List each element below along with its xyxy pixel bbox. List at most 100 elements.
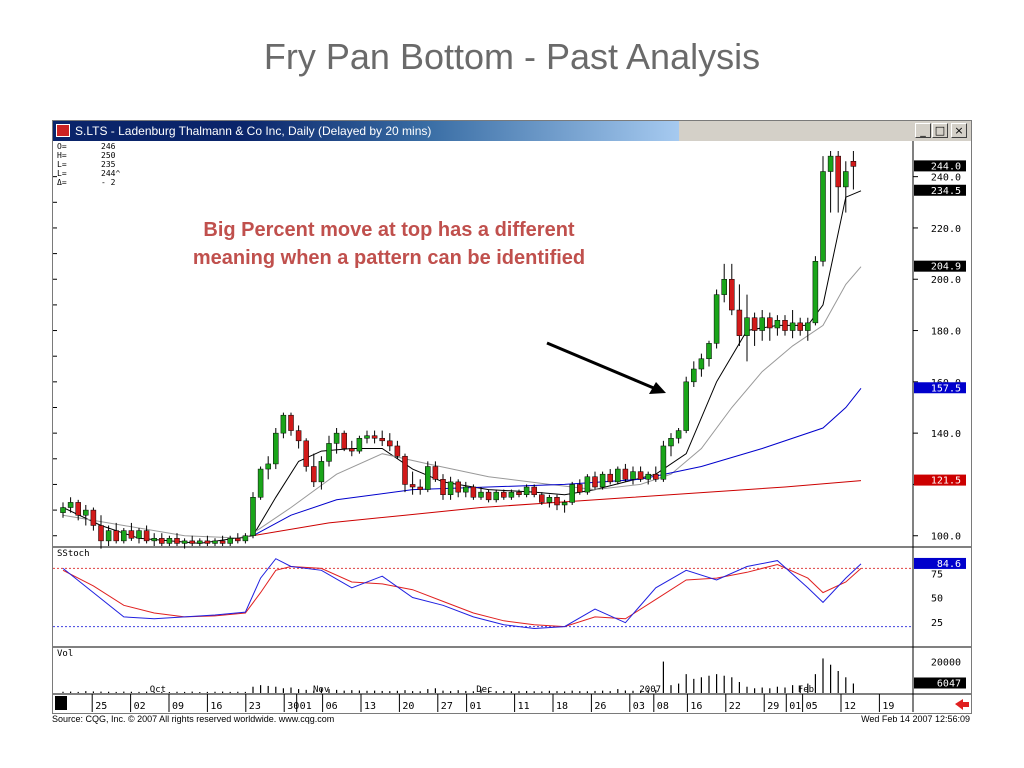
candle-body [744, 317, 750, 336]
annotation-line-2: meaning when a pattern can be identified [193, 247, 585, 269]
candle-body [577, 484, 583, 493]
date-tick-label: 11 [518, 701, 530, 712]
candle-body [653, 473, 659, 480]
volume-label: Vol [57, 649, 73, 659]
candle-body [447, 481, 454, 495]
maximize-button[interactable]: □ [932, 123, 948, 138]
candle-body [219, 540, 226, 544]
candle-body [698, 358, 705, 370]
date-tick-label: 02 [134, 701, 146, 712]
minimize-button[interactable]: _ [915, 123, 931, 138]
date-tick-label: 29 [767, 701, 779, 712]
candle-body [767, 317, 773, 329]
candle-body [409, 484, 416, 488]
candle-body [683, 381, 689, 431]
price-marker-label: 244.0 [931, 161, 961, 172]
footer-source: Source: CQG, Inc. © 2007 All rights rese… [52, 714, 335, 724]
month-label: Feb [798, 685, 814, 695]
date-tick-label: 08 [657, 701, 669, 712]
candle-body [501, 491, 507, 498]
month-label: Dec [476, 685, 492, 695]
candle-body [835, 155, 841, 188]
price-marker-label: 204.9 [931, 262, 961, 273]
chart-canvas[interactable]: 100.0140.0160.0180.0200.0220.0240.0244.0… [53, 141, 971, 713]
candle-body [402, 455, 408, 485]
candle-body [675, 430, 682, 439]
candle-body [561, 502, 568, 506]
candle-body [311, 466, 317, 483]
month-label: Nov [313, 685, 329, 695]
month-label: 2007 [639, 685, 661, 695]
candle-body [379, 438, 385, 442]
chart-background [53, 141, 971, 713]
candle-body [387, 440, 393, 447]
stoch-tick-label: 50 [931, 594, 943, 605]
stoch-tick-label: 75 [931, 569, 943, 580]
price-marker-label: 121.5 [931, 476, 961, 487]
stoch-tick-label: 25 [931, 618, 943, 629]
readout-value: 250 [101, 151, 116, 160]
readout-label: H= [57, 151, 67, 160]
candle-body [759, 317, 765, 331]
date-tick-label: 25 [95, 701, 107, 712]
close-button[interactable]: × [951, 123, 967, 138]
date-tick-label: 06 [326, 701, 338, 712]
readout-value: - 2 [101, 178, 116, 187]
readout-label: O= [57, 142, 67, 151]
candle-body [523, 486, 530, 495]
price-tick-label: 180.0 [931, 327, 961, 338]
candle-body [729, 278, 735, 311]
candle-body [341, 432, 347, 449]
candle-body [417, 486, 423, 490]
candle-body [782, 320, 788, 331]
candle-body [706, 343, 712, 360]
candle-body [90, 509, 97, 526]
candle-body [83, 509, 89, 516]
candle-body [326, 443, 332, 462]
candle-body [455, 481, 461, 493]
chart-app-icon[interactable] [56, 124, 70, 137]
window-titlebar[interactable]: S.LTS - Ladenburg Thalmann & Co Inc, Dai… [53, 121, 971, 141]
annotation-line-1: Big Percent move at top has a different [203, 219, 575, 241]
date-tick-label: 30 [287, 701, 299, 712]
candle-body [189, 540, 195, 544]
candle-body [250, 497, 256, 536]
candle-body [273, 432, 279, 465]
candle-body [789, 322, 796, 331]
candle-body [691, 368, 697, 383]
candle-body [67, 502, 74, 508]
readout-value: 244^ [101, 169, 120, 178]
candle-body [843, 171, 849, 188]
price-marker-box [914, 260, 966, 272]
candle-body [539, 494, 545, 503]
price-marker-box [914, 474, 966, 486]
price-marker-box [914, 184, 966, 196]
candle-body [440, 479, 446, 495]
candle-body [75, 502, 81, 516]
candle-body [721, 278, 727, 295]
price-tick-label: 100.0 [931, 532, 961, 543]
readout-value: 235 [101, 160, 116, 169]
candle-body [820, 171, 826, 262]
candle-body [280, 414, 287, 434]
date-tick-label: 01 [300, 701, 312, 712]
candle-body [98, 525, 104, 542]
date-tick-label: 16 [690, 701, 702, 712]
price-marker-label: 234.5 [931, 186, 961, 197]
candle-body [197, 540, 203, 544]
volume-marker-label: 6047 [937, 678, 961, 689]
date-tick-label: 05 [806, 701, 818, 712]
date-tick-label: 19 [882, 701, 894, 712]
candle-body [227, 538, 233, 544]
date-tick-label: 20 [402, 701, 414, 712]
candle-body [159, 538, 165, 544]
candle-body [478, 491, 484, 498]
candle-body [257, 468, 264, 498]
candle-body [660, 445, 667, 480]
candle-body [463, 486, 469, 493]
candle-body [774, 320, 781, 329]
price-marker-box [914, 160, 966, 172]
volume-tick-label: 20000 [931, 658, 961, 669]
date-tick-label: 13 [364, 701, 376, 712]
readout-label: Δ= [57, 178, 67, 187]
